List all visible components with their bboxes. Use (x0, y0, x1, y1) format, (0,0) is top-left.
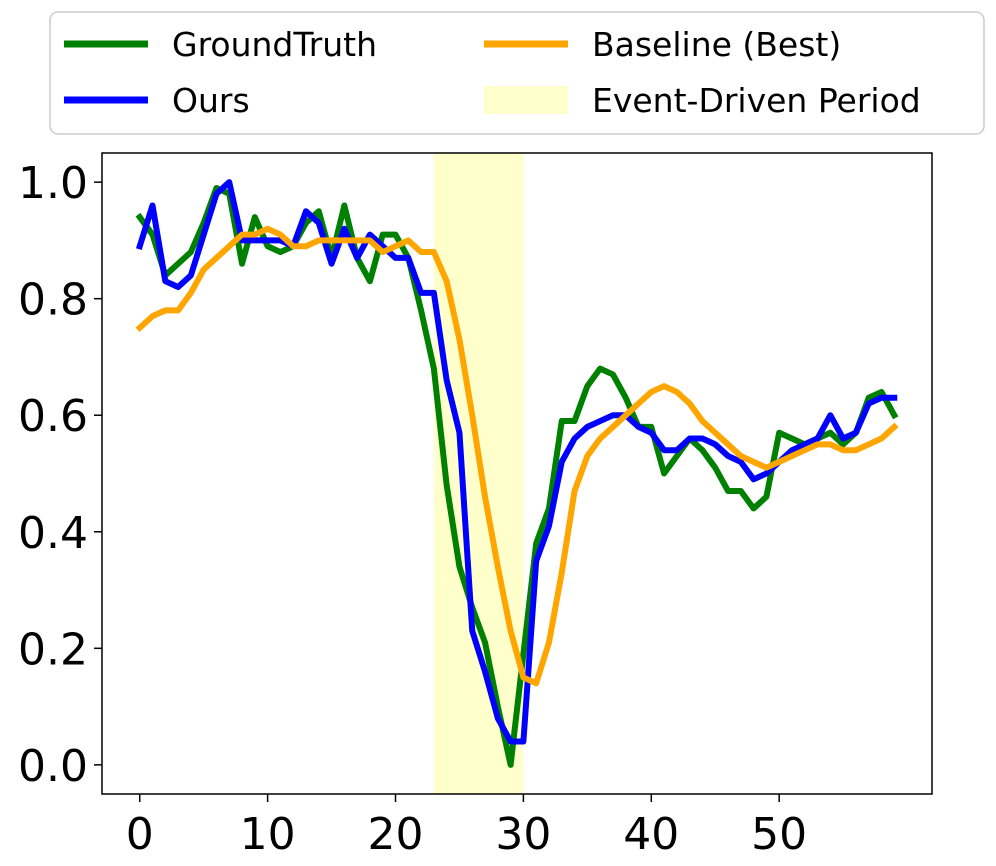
series-layer (135, 179, 899, 768)
legend-label-baseline: Baseline (Best) (592, 25, 841, 64)
legend-label-ours: Ours (172, 81, 250, 120)
series-line-ours (135, 179, 898, 745)
x-tick-label: 20 (368, 809, 424, 860)
y-tick-label: 1.0 (18, 158, 88, 209)
y-tick-label: 0.8 (18, 275, 88, 326)
legend: GroundTruth Baseline (Best) Ours Event-D… (49, 11, 985, 135)
y-tick-label: 0.0 (18, 741, 88, 792)
plot-frame (101, 152, 933, 795)
x-tick-label: 40 (623, 809, 679, 860)
x-tick-label: 0 (126, 809, 154, 860)
legend-label-event-period: Event-Driven Period (592, 81, 921, 120)
x-axis: 0 10 20 30 40 50 (126, 794, 807, 860)
y-tick-label: 0.4 (18, 508, 88, 559)
series-line-baseline-best (135, 225, 899, 687)
y-axis: 0.0 0.2 0.4 0.6 0.8 1.0 (18, 158, 102, 792)
x-tick-label: 30 (495, 809, 551, 860)
plot-area: 0 10 20 30 40 50 0.0 0.2 0.4 0.6 0.8 1.0 (18, 152, 933, 860)
legend-swatch-event-period (484, 86, 568, 114)
y-tick-label: 0.2 (18, 624, 88, 675)
legend-label-groundtruth: GroundTruth (172, 25, 377, 64)
legend-frame (49, 11, 985, 135)
y-tick-label: 0.6 (18, 391, 88, 442)
x-tick-label: 50 (751, 809, 807, 860)
x-tick-label: 10 (240, 809, 296, 860)
